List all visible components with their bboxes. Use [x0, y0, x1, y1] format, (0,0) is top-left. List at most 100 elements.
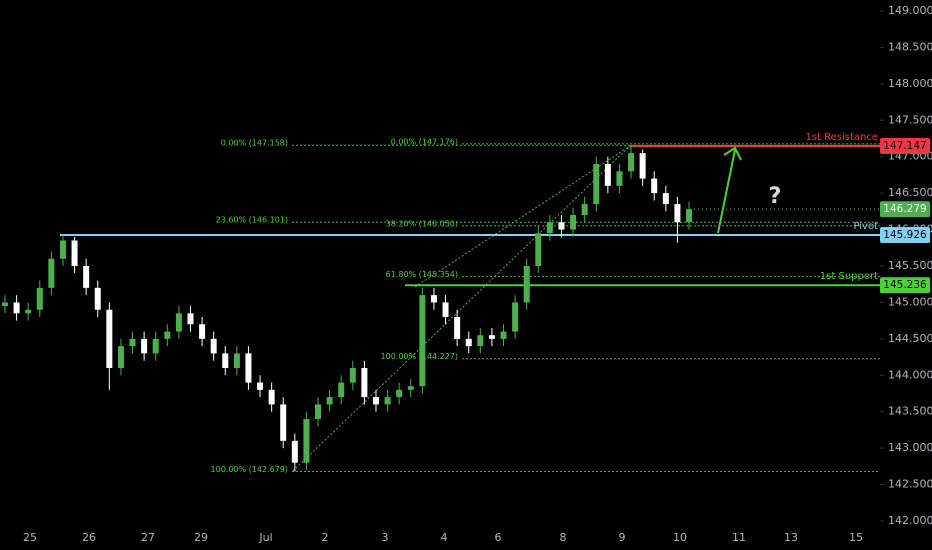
- x-tick-label: 3: [382, 531, 389, 544]
- candle-body: [581, 204, 588, 215]
- fib-label: 23.60% (146.101): [216, 216, 288, 225]
- fib-trend-line: [414, 145, 631, 288]
- candle-body: [199, 324, 206, 339]
- price-tag: [880, 277, 930, 294]
- candle-body: [662, 193, 669, 205]
- y-tick-label: 146.500: [888, 186, 932, 199]
- candle-body: [686, 209, 692, 223]
- candle-body: [326, 397, 333, 405]
- candle-body: [349, 368, 356, 383]
- candle-body: [187, 313, 194, 325]
- candle-body: [280, 404, 287, 441]
- x-tick-label: 10: [673, 531, 687, 544]
- candle-body: [651, 178, 658, 194]
- candle-body: [558, 222, 565, 230]
- candle-body: [488, 335, 495, 339]
- y-tick-label: 143.000: [888, 441, 932, 454]
- x-tick-label: 27: [141, 531, 155, 544]
- candle-body: [117, 346, 124, 368]
- candle-body: [2, 302, 8, 307]
- candle-body: [419, 295, 426, 387]
- annotation: ?: [769, 184, 782, 209]
- y-tick-label: 144.500: [888, 332, 932, 345]
- x-tick-label: Jul: [258, 531, 272, 544]
- y-tick-label: 145.000: [888, 295, 932, 308]
- candle-body: [48, 258, 55, 288]
- candle-body: [454, 317, 461, 339]
- fib-label: 61.80% (145.354): [386, 270, 458, 279]
- candle-body: [141, 338, 148, 354]
- candle-body: [315, 404, 322, 419]
- candle-body: [164, 331, 171, 339]
- fib-label: 0.00% (147.158): [221, 139, 288, 148]
- x-tick-label: 11: [732, 531, 746, 544]
- y-tick-label: 142.000: [888, 514, 932, 527]
- x-tick-label: 25: [23, 531, 37, 544]
- fib-label: 0.00% (147.176): [391, 137, 458, 146]
- candle-body: [152, 338, 159, 354]
- candle-body: [384, 397, 391, 405]
- x-tick-label: 8: [560, 531, 567, 544]
- fib-label: 100.00% (144.227): [381, 352, 458, 361]
- fib-label: 38.20% (146.050): [386, 219, 458, 228]
- candle-body: [94, 287, 101, 310]
- candle-body: [25, 309, 32, 314]
- candle-body: [477, 335, 484, 347]
- x-tick-label: 15: [849, 531, 863, 544]
- candle-body: [674, 204, 681, 223]
- candle-body: [36, 287, 43, 310]
- x-tick-label: 13: [784, 531, 798, 544]
- candle-body: [546, 222, 553, 234]
- price-tag-label: 145.926: [883, 229, 927, 241]
- candle-body: [13, 302, 20, 314]
- y-tick-label: 142.500: [888, 478, 932, 491]
- x-tick-label: 2: [322, 531, 329, 544]
- y-tick-label: 147.500: [888, 113, 932, 126]
- y-tick-label: 145.500: [888, 259, 932, 272]
- price-tag-label: 145.236: [883, 279, 927, 291]
- price-tag-label: 146.279: [883, 203, 926, 215]
- fib-label: 100.00% (142.679): [211, 465, 288, 474]
- candle-body: [338, 382, 345, 398]
- candle-body: [71, 240, 78, 266]
- y-tick-label: 144.000: [888, 368, 932, 381]
- candle-body: [442, 302, 449, 317]
- candle-body: [303, 419, 310, 463]
- candle-body: [639, 153, 646, 179]
- candle-body: [129, 338, 136, 347]
- candle-body: [268, 389, 275, 405]
- candle-body: [500, 331, 507, 339]
- candle-body: [593, 164, 600, 205]
- candle-body: [245, 353, 252, 383]
- x-tick-label: 29: [194, 531, 208, 544]
- y-tick-label: 143.500: [888, 405, 932, 418]
- candle-body: [535, 233, 542, 266]
- candle-body: [106, 309, 113, 368]
- level-name: 1st Support: [820, 271, 878, 282]
- candle-body: [175, 313, 182, 332]
- candle-body: [59, 240, 66, 259]
- price-tag: [880, 226, 930, 243]
- candle-body: [396, 389, 403, 398]
- y-tick-label: 148.000: [888, 77, 932, 90]
- x-tick-label: 26: [82, 531, 96, 544]
- candle-body: [465, 338, 472, 347]
- candle-body: [512, 302, 519, 332]
- candle-body: [604, 164, 611, 186]
- candle-body: [222, 353, 229, 368]
- candle-body: [430, 295, 437, 303]
- candle-body: [407, 386, 414, 390]
- level-name: Pivot: [853, 221, 878, 232]
- candle-body: [523, 266, 530, 303]
- y-tick-label: 148.500: [888, 40, 932, 53]
- candle-body: [291, 440, 298, 463]
- candle-body: [628, 153, 635, 172]
- arrow: [717, 149, 736, 234]
- price-tag: [880, 138, 930, 155]
- arrow-head: [723, 146, 742, 161]
- price-tag-label: 147.147: [883, 140, 926, 152]
- x-tick-label: 6: [495, 531, 502, 544]
- price-tag: [880, 201, 930, 218]
